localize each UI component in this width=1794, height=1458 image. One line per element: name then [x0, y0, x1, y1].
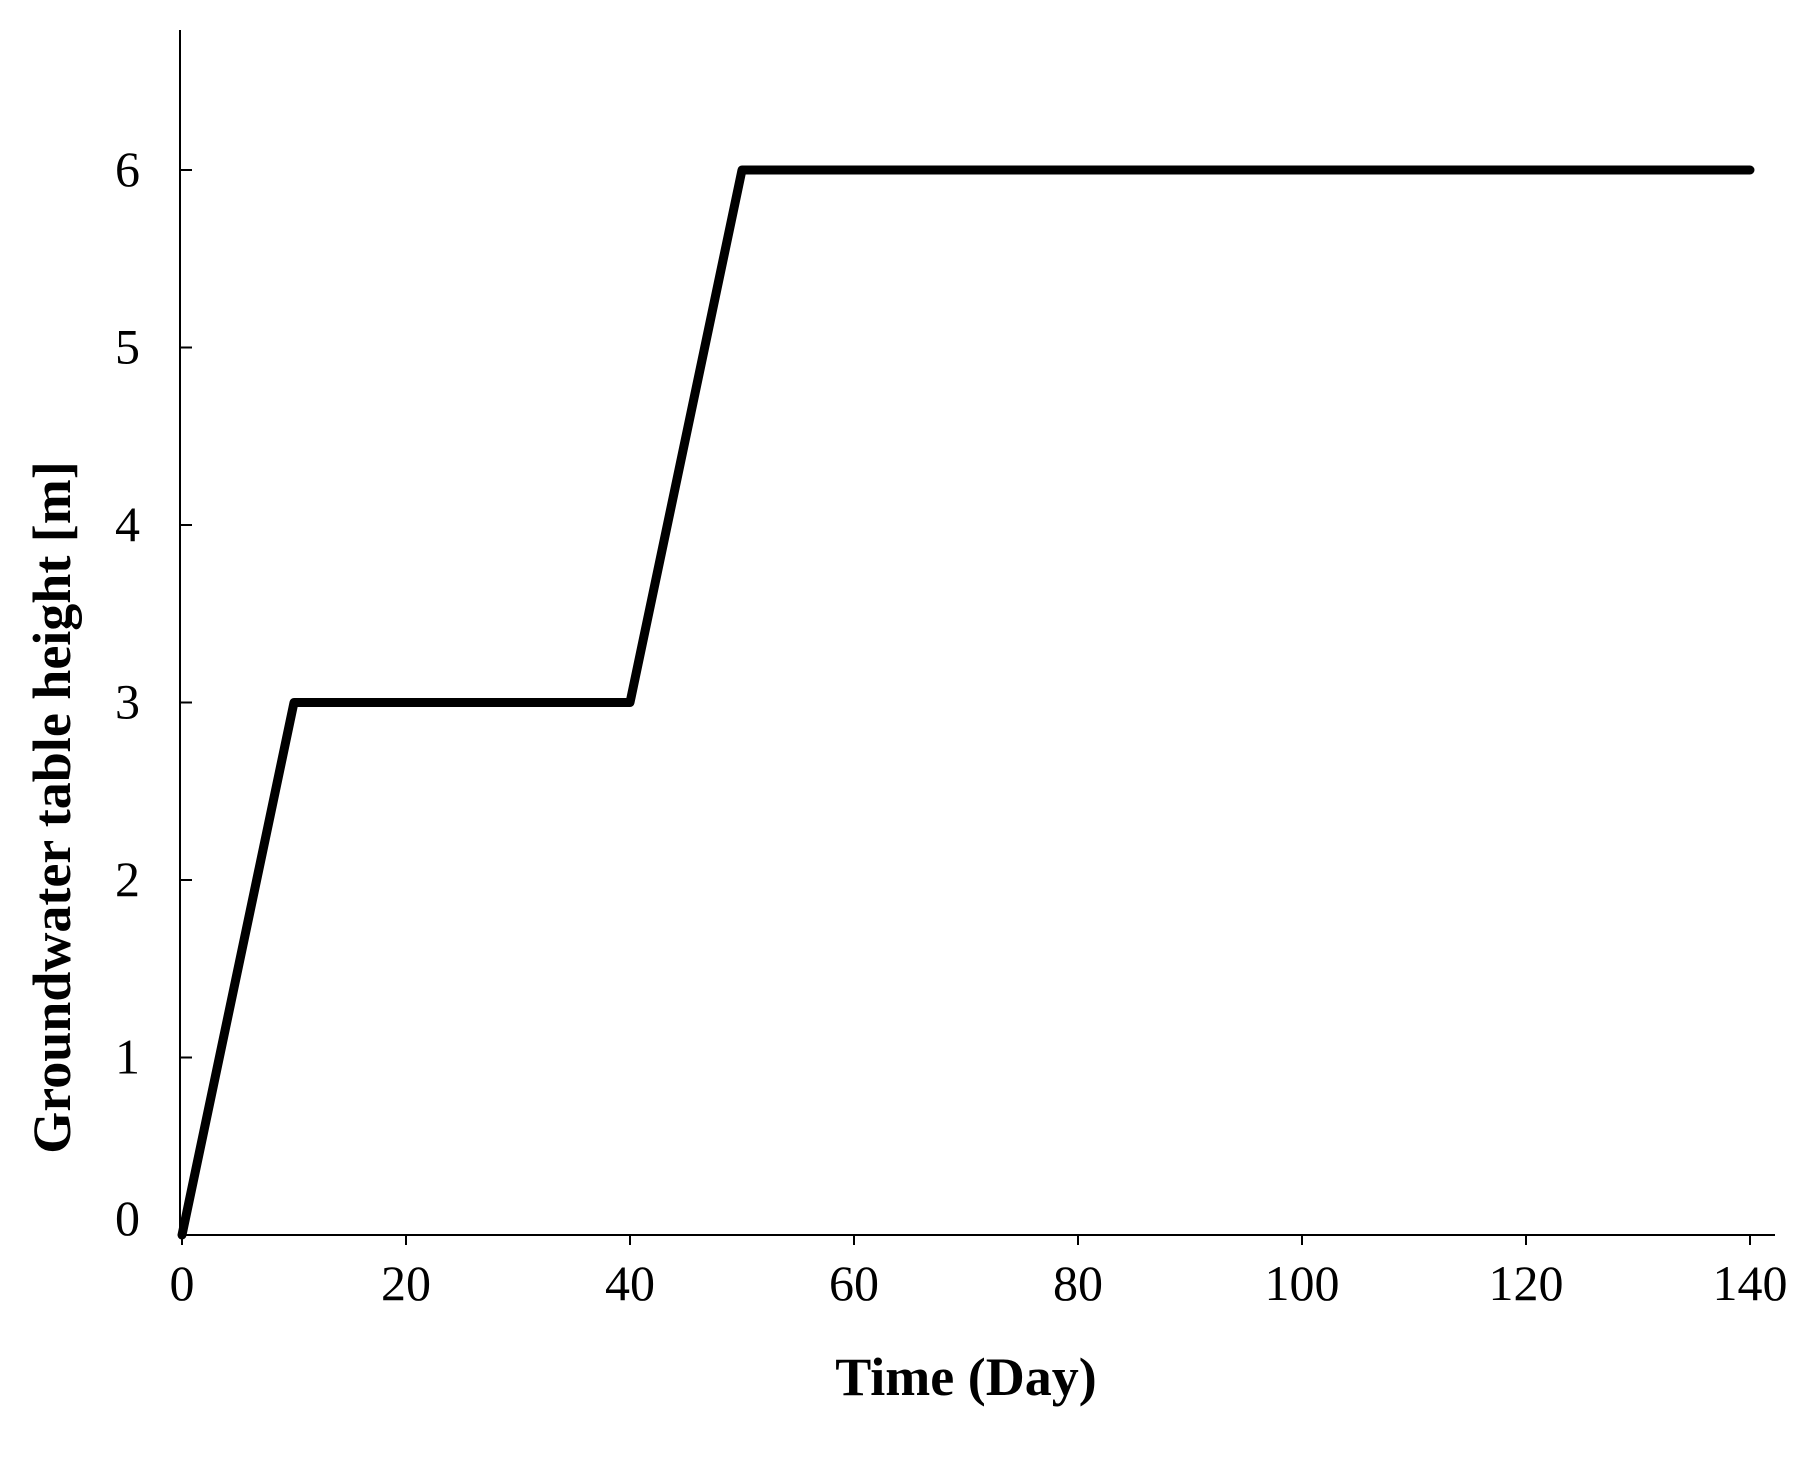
x-tick-label: 20	[381, 1255, 431, 1311]
series-line	[177, 165, 1755, 1240]
y-axis-title: Groundwater table height [m]	[22, 461, 82, 1153]
series-group	[177, 165, 1755, 1240]
y-tick-label: 2	[115, 851, 140, 907]
x-tick-label: 80	[1053, 1255, 1103, 1311]
x-tick-label: 140	[1713, 1255, 1788, 1311]
y-tick-label: 6	[115, 141, 140, 197]
x-ticks: 0 20 40 60 80 100 120 140	[170, 1235, 1788, 1311]
y-tick-label: 3	[115, 674, 140, 730]
x-tick-label: 0	[170, 1255, 195, 1311]
axes	[179, 30, 1775, 1236]
x-tick-label: 120	[1489, 1255, 1564, 1311]
x-tick-label: 60	[829, 1255, 879, 1311]
x-axis-title: Time (Day)	[835, 1347, 1096, 1407]
x-tick-label: 40	[605, 1255, 655, 1311]
y-tick-label: 5	[115, 319, 140, 375]
y-ticks: 0 1 2 3 4 5 6	[115, 141, 192, 1246]
y-tick-label: 0	[115, 1190, 140, 1246]
x-tick-label: 100	[1265, 1255, 1340, 1311]
y-tick-label: 4	[115, 496, 140, 552]
y-tick-label: 1	[115, 1029, 140, 1085]
